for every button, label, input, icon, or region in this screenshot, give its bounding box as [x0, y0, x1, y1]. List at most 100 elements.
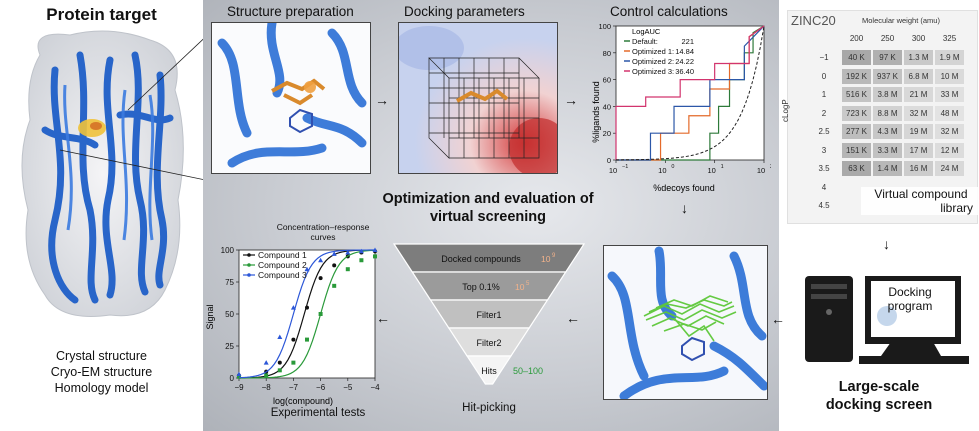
funnel-level-count: 10 [515, 282, 525, 292]
dose-point-compound-2 [345, 267, 350, 272]
virtual-library-line1: Virtual compound [874, 187, 968, 201]
roc-chart: 02040608010010−1100101102Default:221Opti… [591, 22, 771, 193]
zinc-tranche-cell[interactable]: 1.3 M [904, 50, 933, 65]
funnel-level-label: Filter2 [476, 338, 501, 348]
zinc-tranche-cell[interactable]: 12 M [935, 142, 964, 158]
zinc-tranche-cell[interactable]: 723 K [842, 105, 871, 121]
docking-parameters-title: Docking parameters [404, 4, 525, 19]
zinc-tranche-cell[interactable]: 48 M [935, 105, 964, 121]
experimental-tests-label: Experimental tests [270, 407, 366, 419]
zinc-tranche-cell[interactable]: 6.8 M [904, 68, 933, 84]
dose-ytick-label: 50 [225, 310, 234, 319]
zinc-logp-row: 4 [821, 182, 827, 192]
zinc-tranche-cell[interactable]: 1.4 M [873, 161, 902, 176]
zinc-tranche-cell[interactable]: 24 M [935, 161, 964, 176]
zinc-tranche-cell[interactable]: 16 M [904, 161, 933, 176]
protein-structure-illustration [21, 30, 203, 317]
arrow-to-control-calculations: → [564, 92, 578, 108]
zinc-tranche-cell[interactable]: 17 M [904, 142, 933, 158]
dose-title-line1: Concentration–response [276, 222, 370, 232]
computer-illustration [805, 276, 969, 364]
zinc-tranche-cell[interactable]: 40 K [842, 50, 871, 65]
roc-legend-name: Optimized 1: [632, 47, 674, 56]
docked-poses [604, 246, 767, 399]
dose-fit-3 [238, 249, 376, 379]
dose-title-line2: curves [310, 232, 336, 242]
structure-preparation-image [211, 22, 371, 174]
zinc-tranche-cell[interactable]: 151 K [842, 142, 871, 158]
funnel-level-exponent: 5 [526, 281, 530, 287]
dose-ytick-label: 100 [221, 246, 235, 255]
funnel-level-count: 10 [541, 254, 551, 264]
dose-legend-marker [247, 263, 251, 267]
dose-fit-2 [238, 249, 376, 379]
dose-xtick-label: −7 [289, 383, 299, 392]
roc-legend-name: Default: [632, 37, 658, 46]
roc-ytick-label: 100 [598, 22, 611, 31]
dose-point-compound-3 [236, 371, 242, 377]
large-scale-line1: Large-scale [838, 379, 920, 395]
docking-parameters-image [398, 22, 558, 174]
zinc-title: ZINC20 [791, 13, 836, 28]
zinc-tranche-cell[interactable]: 192 K [842, 68, 871, 84]
dose-point-compound-3 [304, 266, 310, 272]
roc-xtick-exponent: 0 [671, 164, 674, 170]
zinc-tranche-cell[interactable]: 97 K [873, 50, 902, 65]
roc-xtick-exponent: 1 [721, 164, 724, 170]
zinc-tranche-cell[interactable]: 3.8 M [873, 87, 902, 102]
hit-picking-label: Hit-picking [462, 402, 516, 414]
roc-legend-value: 221 [681, 37, 694, 46]
zinc-logp-row: 0 [821, 71, 827, 81]
large-scale-line2: docking screen [825, 397, 933, 413]
docking-program-line1: Docking [888, 285, 932, 299]
zinc-tranche-cell[interactable]: 32 M [904, 105, 933, 121]
arrow-to-funnel: ← [566, 310, 580, 326]
keyboard-icon [859, 356, 969, 364]
zinc-logp-label: cLogP [781, 99, 790, 122]
roc-xtick-label: 10 [658, 166, 666, 175]
zinc-tranche-cell[interactable]: 937 K [873, 68, 902, 84]
protein-target-title: Protein target [46, 5, 157, 24]
zinc-tranche-cell[interactable]: 21 M [904, 87, 933, 102]
funnel-level-label: Top 0.1% [462, 282, 500, 292]
dose-xtick-label: −5 [343, 383, 353, 392]
method-homology: Homology model [54, 381, 149, 395]
zinc-tranche-cell[interactable]: 63 K [842, 161, 871, 176]
arrow-down-to-screen: ↓ [883, 236, 890, 252]
zinc-tranche-cell[interactable]: 19 M [904, 124, 933, 139]
dose-title: Concentration–response curves [243, 222, 403, 242]
method-crystal: Crystal structure [56, 349, 147, 363]
roc-xtick-label: 10 [707, 166, 715, 175]
funnel-level-label: Docked compounds [441, 254, 521, 264]
zinc-tranche-cell[interactable]: 516 K [842, 87, 871, 102]
optimization-title: Optimization and evaluation of virtual s… [353, 190, 623, 226]
zinc-mw-column: 325 [942, 34, 957, 43]
large-scale-screen-label: Large-scale docking screen [779, 378, 979, 414]
zinc-tranche-cell[interactable]: 277 K [842, 124, 871, 139]
structure-methods: Crystal structure Cryo-EM structure Homo… [0, 348, 203, 396]
docking-grid-box [399, 23, 557, 173]
dose-xlabel: log(compound) [273, 396, 333, 406]
arrow-to-experimental: ← [376, 310, 390, 326]
dose-legend-marker [247, 253, 251, 257]
dose-point-compound-2 [264, 373, 269, 378]
zinc-tranche-cell[interactable]: 10 M [935, 68, 964, 84]
zinc-tranche-cell[interactable]: 32 M [935, 124, 964, 139]
docking-poses-image [603, 245, 768, 400]
funnel-level-label: Hits [481, 366, 497, 376]
dose-xtick-label: −4 [370, 383, 380, 392]
zinc-tranche-cell[interactable]: 3.3 M [873, 142, 902, 158]
docking-screen-panel: ZINC20 Molecular weight (amu) cLogP 200 2… [779, 0, 979, 431]
zinc-tranche-cell[interactable]: 33 M [935, 87, 964, 102]
roc-ytick-label: 80 [603, 49, 611, 58]
zinc-tranche-cell[interactable]: 1.9 M [935, 50, 964, 65]
dose-point-compound-2 [318, 312, 323, 316]
roc-ytick-label: 60 [603, 76, 611, 85]
zinc-tranche-cell[interactable]: 8.8 M [873, 105, 902, 121]
zinc-logp-row: 3.5 [818, 164, 830, 173]
zinc-tranche-cell[interactable]: 4.3 M [873, 124, 902, 139]
dose-legend-name: Compound 3 [258, 270, 307, 280]
roc-legend-value: 24.22 [675, 57, 694, 66]
roc-ytick-label: 0 [607, 156, 611, 165]
